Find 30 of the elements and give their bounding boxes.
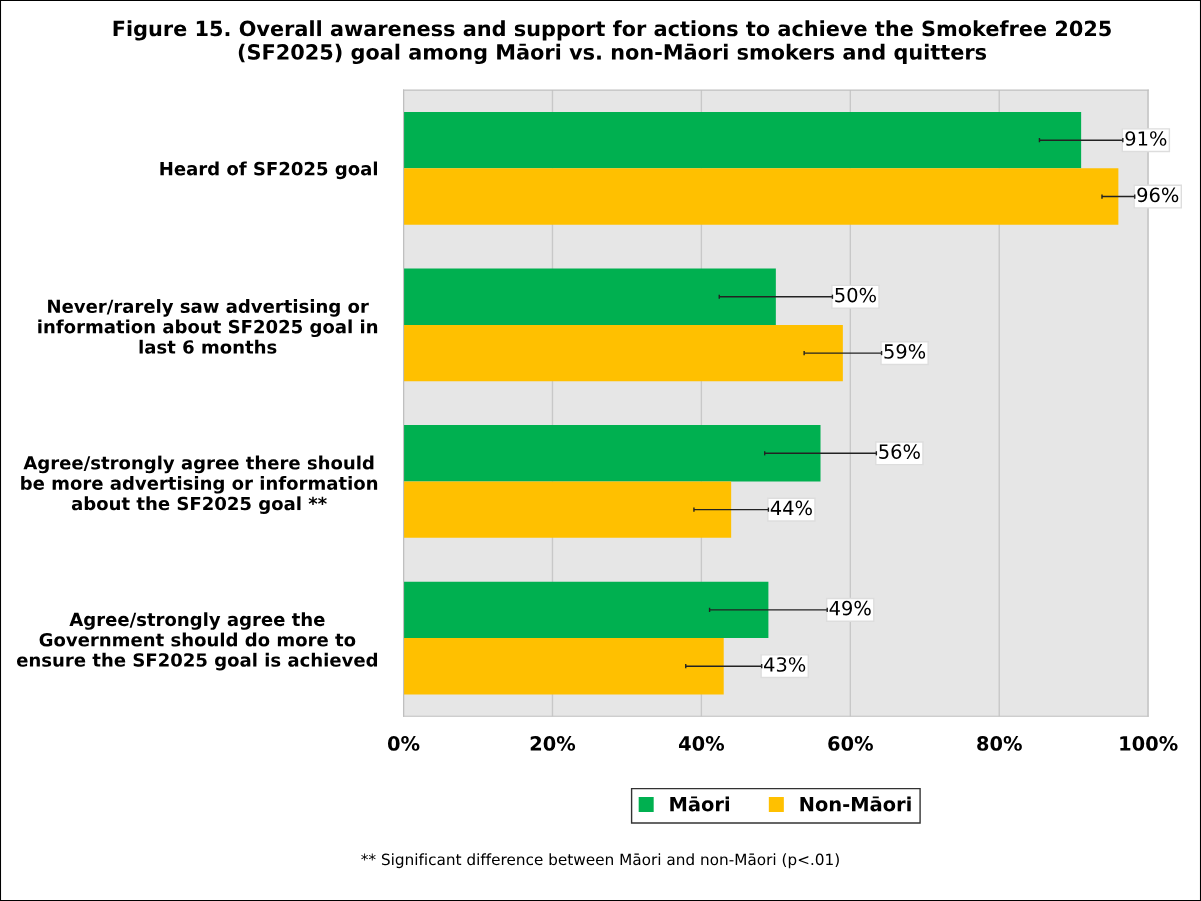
- x-tick-label: 20%: [530, 736, 576, 751]
- chart-title: Figure 15. Overall awareness and support for actions to achieve the Smokefree 2025 (SF2025) goal among Māori vs. non-Māori smokers and quitters: [113, 20, 1111, 65]
- legend-label: Non-Māori: [800, 796, 911, 812]
- x-tick-label: 0%: [387, 736, 420, 751]
- data-label: 59%: [884, 344, 926, 359]
- bar: [403, 268, 776, 325]
- y-tick-label: Never/rarely saw advertising or information about SF2025 goal in last 6 months: [38, 299, 378, 354]
- x-tick-label: 60%: [828, 736, 873, 751]
- data-label: 49%: [829, 600, 871, 616]
- data-label: 43%: [764, 657, 806, 672]
- data-label: 91%: [1125, 131, 1167, 146]
- x-tick-label: 100%: [1120, 736, 1178, 751]
- bar: [403, 638, 724, 695]
- y-tick-label: Agree/strongly agree there should be more advertising or information about the SF2025 goal **: [21, 455, 378, 514]
- x-tick-label: 80%: [977, 736, 1022, 751]
- data-label: 56%: [879, 444, 920, 459]
- legend-label: Māori: [670, 796, 729, 812]
- bar: [403, 168, 1119, 225]
- bar: [403, 425, 821, 482]
- data-label: 50%: [835, 287, 876, 303]
- bar: [403, 481, 732, 538]
- data-label: 96%: [1137, 187, 1179, 203]
- x-tick-label: 40%: [678, 736, 725, 751]
- bar: [403, 581, 769, 639]
- data-label: 44%: [770, 500, 812, 516]
- bar: [403, 324, 843, 382]
- y-tick-label: Heard of SF2025 goal: [160, 161, 378, 180]
- text: ** Significant difference between Māori and non-Māori (p<.01): [361, 853, 839, 869]
- y-tick-label: Agree/strongly agree the Government should do more to ensure the SF2025 goal is achieved: [16, 612, 378, 671]
- bar: [403, 112, 1082, 169]
